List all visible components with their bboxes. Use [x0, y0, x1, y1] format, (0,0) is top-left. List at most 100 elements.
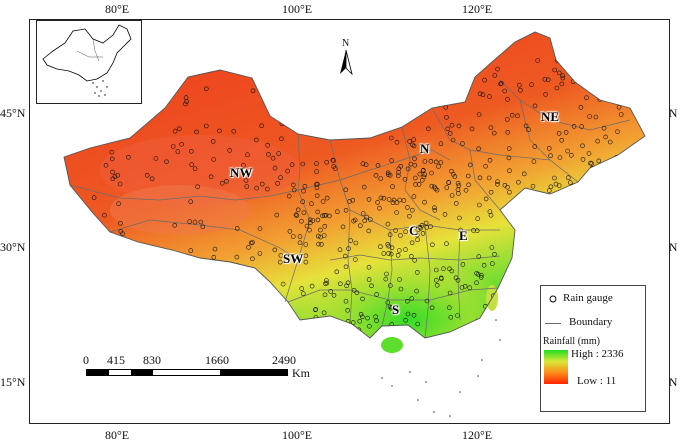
- rain-gauge-marker: [410, 142, 415, 148]
- rain-gauge-marker: [189, 162, 194, 167]
- region-label-s: S: [392, 302, 400, 317]
- rain-gauge-marker: [278, 253, 284, 258]
- rain-gauge-marker: [313, 307, 318, 313]
- rain-gauge-marker: [360, 296, 365, 302]
- rain-gauge-marker: [309, 283, 315, 289]
- rain-gauge-marker: [342, 253, 348, 259]
- rain-gauge-marker: [254, 137, 259, 143]
- rain-gauge-marker: [411, 100, 417, 106]
- rain-gauge-marker: [123, 263, 128, 269]
- map-legend: Rain gauge Boundary Rainfall (mm) High :…: [540, 285, 646, 412]
- rain-gauge-marker: [409, 207, 415, 213]
- rain-gauge-marker: [265, 143, 270, 148]
- rain-gauge-marker: [257, 226, 263, 231]
- rain-gauge-marker: [471, 228, 476, 233]
- lon-tick-bottom-120: 120°E: [462, 428, 493, 442]
- rain-gauge-marker: [318, 234, 323, 240]
- rain-gauge-marker: [275, 181, 280, 186]
- rain-gauge-marker: [340, 224, 346, 230]
- rain-gauge-marker: [398, 233, 403, 238]
- rain-gauge-marker: [474, 270, 479, 276]
- rain-gauge-marker: [414, 232, 420, 238]
- rain-gauge-marker: [476, 112, 482, 117]
- rain-gauge-marker: [291, 187, 297, 193]
- rain-gauge-marker: [161, 270, 166, 276]
- rain-gauge-marker: [386, 251, 391, 256]
- rain-gauge-marker: [110, 176, 116, 182]
- rain-gauge-marker: [145, 260, 150, 265]
- rain-gauge-marker: [187, 219, 192, 224]
- rain-gauge-marker: [442, 212, 448, 217]
- rain-gauge-marker: [259, 181, 265, 187]
- rain-gauge-marker: [559, 81, 565, 87]
- rain-gauge-marker: [404, 74, 409, 80]
- rain-gauge-marker: [189, 273, 195, 278]
- rain-gauge-marker: [488, 189, 494, 195]
- rain-gauge-marker: [192, 166, 198, 171]
- rain-gauge-marker: [315, 326, 321, 331]
- rain-gauge-marker: [417, 99, 423, 105]
- north-arrow-label: N: [342, 38, 350, 49]
- rain-gauge-marker: [419, 178, 425, 183]
- rain-gauge-marker: [324, 278, 329, 283]
- rain-gauge-marker: [405, 311, 411, 317]
- rain-gauge-marker: [394, 210, 399, 215]
- rain-gauge-marker: [485, 322, 491, 328]
- rain-gauge-marker: [385, 170, 391, 176]
- rain-gauge-marker: [212, 246, 218, 252]
- rain-gauge-marker: [453, 65, 459, 71]
- rain-gauge-marker: [432, 205, 437, 210]
- scale-bar: [86, 369, 288, 376]
- rain-gauge-marker: [353, 240, 359, 246]
- rain-gauge-marker: [320, 199, 326, 204]
- rain-gauge-marker: [531, 159, 537, 164]
- rain-gauge-marker: [605, 168, 611, 174]
- rain-gauge-marker: [635, 73, 641, 78]
- rain-gauge-marker: [554, 85, 560, 91]
- rain-gauge-marker: [343, 208, 349, 213]
- rain-gauge-marker: [429, 305, 435, 311]
- rain-gauge-marker: [321, 310, 327, 316]
- rain-gauge-marker: [563, 130, 569, 135]
- rain-gauge-marker: [429, 183, 435, 189]
- rain-gauge-marker: [390, 200, 396, 205]
- rain-gauge-marker: [441, 77, 447, 83]
- rain-gauge-marker: [343, 187, 349, 193]
- rain-gauge-marker: [478, 272, 484, 278]
- rain-gauge-marker: [346, 246, 351, 251]
- rain-gauge-marker: [102, 212, 107, 218]
- rain-gauge-marker: [375, 163, 381, 168]
- rain-gauge-marker: [460, 74, 466, 80]
- rain-gauge-marker: [367, 217, 373, 222]
- region-label-e: E: [459, 228, 468, 243]
- rain-gauge-marker: [594, 66, 599, 72]
- region-label-sw: SW: [283, 251, 304, 266]
- rain-gauge-marker: [307, 220, 313, 225]
- rain-gauge-marker: [331, 158, 336, 163]
- rain-gauge-marker: [478, 275, 484, 280]
- rain-gauge-marker: [322, 213, 327, 218]
- rain-gauge-marker: [416, 182, 422, 187]
- rain-gauge-marker: [436, 164, 441, 169]
- rain-gauge-marker: [331, 292, 337, 298]
- rain-gauge-marker: [275, 110, 281, 116]
- rain-gauge-marker: [300, 161, 306, 167]
- rain-gauge-marker: [307, 217, 313, 223]
- lon-tick-top-100: 100°E: [282, 2, 313, 16]
- rain-gauge-marker: [477, 175, 483, 181]
- rain-gauge-marker: [465, 326, 471, 332]
- rain-gauge-marker: [224, 179, 229, 184]
- rain-gauge-marker: [506, 155, 512, 161]
- rain-gauge-marker: [422, 159, 428, 164]
- rain-gauge-marker: [208, 174, 214, 180]
- region-label-ne: NE: [541, 109, 560, 124]
- rain-gauge-marker: [149, 176, 155, 182]
- rain-gauge-marker: [396, 170, 401, 175]
- rain-gauge-marker: [432, 208, 438, 213]
- rain-gauge-marker: [272, 165, 278, 171]
- rain-gauge-marker: [607, 139, 613, 145]
- rain-gauge-marker: [403, 317, 408, 323]
- rain-gauge-marker: [460, 78, 466, 84]
- map-canvas: [63, 31, 646, 417]
- rain-gauge-marker: [241, 162, 246, 168]
